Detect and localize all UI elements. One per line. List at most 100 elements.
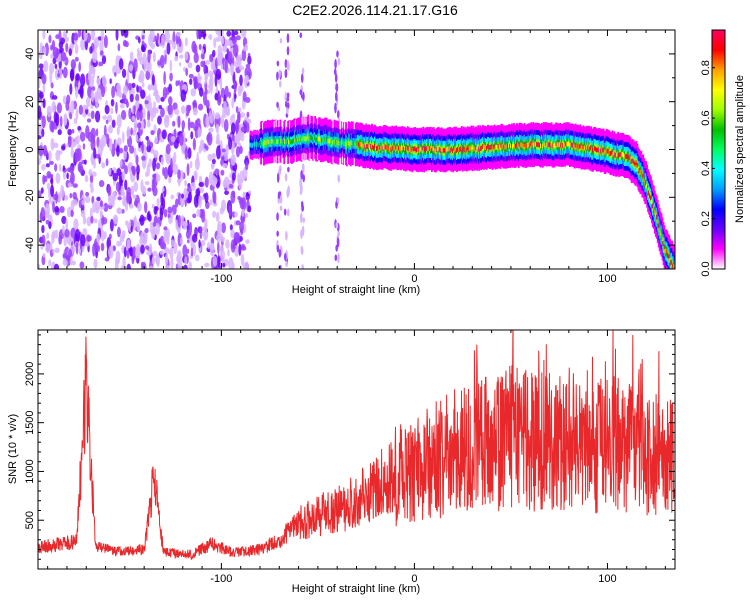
spectrogram-noise-cell [63,113,68,125]
spectrogram-noise-cell [143,233,148,245]
spectrogram-ridge-cell [450,147,453,153]
spectrogram-noise-cell [221,148,226,153]
spectrogram-noise-cell [109,137,113,152]
spectrogram-ridge-cell [545,142,548,148]
spectrogram-ridge-cell [315,137,317,143]
colorbar-tick-label: 0.4 [700,161,712,176]
spectrogram-ridge-cell [479,144,482,150]
spectrogram-ridge-cell [467,147,470,152]
spectrogram-noise-cell [74,228,81,242]
spectrogram-noise-cell [241,245,247,251]
spectrogram-noise-cell [217,220,223,235]
spectrogram-ridge-cell [314,135,316,140]
spectrogram-ridge-cell [292,138,295,143]
spectrogram-noise-cell [66,172,69,180]
spectrogram-ridge-cell [521,143,524,149]
spectrogram-noise-cell [224,53,228,61]
spectrogram-noise-cell [211,152,216,160]
spectrogram-ridge-cell [487,144,490,150]
spectrogram-streak-cell [286,96,290,102]
spectrogram-noise-cell [62,30,67,39]
spectrogram-ridge-cell [334,139,337,145]
snr-y-tick-label: 2000 [24,362,36,386]
spectrogram-ridge-cell [295,137,298,143]
spectrogram-ridge-cell [629,156,632,162]
spectrogram-noise-cell [49,241,53,251]
spectrogram-noise-cell [84,241,90,247]
spectrogram-ridge-cell [644,180,647,185]
spectrogram-noise-cell [40,206,46,221]
colorbar-gradient [711,29,726,270]
spectrogram-ridge-cell [460,145,463,150]
spectrogram-noise-cell [111,170,114,175]
spectrogram-streak-cell [334,58,337,70]
spectrogram-noise-cell [147,60,152,73]
spectrogram-ridge-cell [396,146,399,152]
spectrogram-ridge-cell [255,141,258,147]
spectrogram-ridge-cell [375,145,377,150]
spectrogram-noise-cell [144,180,150,186]
spectrogram-noise-cell [185,229,191,239]
spectrogram-noise-cell [84,105,89,110]
spectrogram-noise-cell [183,264,188,269]
spectrogram-ridge-cell [473,146,476,152]
spectrogram-noise-cell [226,30,232,37]
snr-x-tick-label: -100 [210,573,232,585]
spectrogram-noise-cell [200,32,207,38]
spectrogram-ridge-cell [582,144,585,150]
spectrogram-noise-cell [68,48,72,57]
spectrogram-noise-cell [95,128,99,137]
spectrogram-y-tick-label: -40 [24,237,36,253]
spectrogram-noise-cell [168,96,173,106]
spectrogram-y-tick-label: 0 [24,146,36,152]
spectrogram-noise-cell [126,126,131,139]
spectrogram-streak-cell [337,174,341,183]
spectrogram-noise-cell [193,194,199,208]
spectrogram-ridge-cell [279,138,282,144]
spectrogram-noise-cell [170,135,176,143]
spectrogram-noise-cell [180,220,186,226]
spectrogram-ridge-cell [617,150,620,156]
spectrogram-ridge-cell [559,142,562,147]
spectrogram-noise-cell [190,88,197,97]
spectrogram-noise-cell [74,43,79,55]
spectrogram-noise-cell [151,256,156,265]
spectrogram-ridge-cell [486,143,489,149]
spectrogram-noise-cell [204,223,208,235]
spectrogram-ridge-cell [375,146,378,151]
snr-x-label: Height of straight line (km) [292,583,420,595]
spectrogram-noise-cell [205,99,210,109]
spectrogram-noise-cell [83,159,87,165]
spectrogram-noise-cell [235,106,239,114]
spectrogram-ridge-cell [367,144,370,149]
spectrogram-ridge-cell [452,148,455,154]
spectrogram-noise-cell [70,147,74,158]
spectrogram-noise-cell [40,187,44,194]
spectrogram-noise-cell [170,257,174,269]
spectrogram-noise-cell [116,226,121,238]
spectrogram-noise-cell [139,56,144,66]
spectrogram-noise-cell [226,133,230,140]
spectrogram-ridge-cell [423,148,426,154]
spectrogram-streak-cell [300,245,304,254]
spectrogram-ridge-cell [459,146,462,152]
spectrogram-noise-cell [78,248,82,255]
spectrogram-noise-cell [239,112,246,118]
spectrogram-noise-cell [168,83,173,93]
spectrogram-ridge-cell [431,146,434,152]
spectrogram-noise-cell [181,120,186,130]
spectrogram-ridge-cell [250,142,253,148]
spectrogram-ridge-cell [595,146,597,152]
spectrogram-noise-cell [80,37,86,51]
spectrogram-ridge-cell [393,145,396,151]
spectrogram-noise-cell [152,222,157,227]
snr-plot-area [38,330,675,569]
spectrogram-noise-cell [141,140,144,154]
spectrogram-noise-cell [98,179,105,188]
spectrogram-noise-cell [190,181,196,191]
spectrogram-ridge-cell [578,144,581,150]
spectrogram-ridge-cell [541,141,543,147]
spectrogram-noise-cell [85,191,90,197]
spectrogram-ridge-cell [444,148,447,154]
spectrogram-noise-cell [231,172,236,181]
